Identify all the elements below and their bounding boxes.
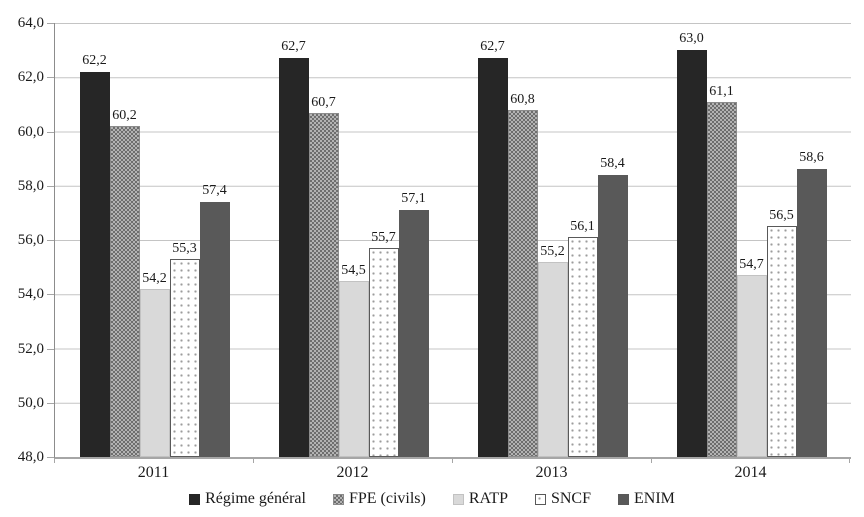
bar-group-2014: 63,0 61,1 54,7 56,5 58,6 <box>652 23 851 457</box>
y-axis-tick <box>47 77 54 79</box>
bar-value-label: 54,2 <box>142 270 167 286</box>
y-axis-tick <box>47 348 54 350</box>
legend-label: RATP <box>468 490 508 507</box>
bar-fpe-civils-2012: 60,7 <box>308 95 339 457</box>
bar-ratp-2012: 54,5 <box>338 263 369 457</box>
y-axis-tick <box>47 131 54 133</box>
plot-area: 62,2 60,2 54,2 55,3 57,4 62,7 60,7 54,5 55,7 57,1… <box>54 23 851 459</box>
bar-value-label: 58,4 <box>600 155 625 171</box>
x-axis-tick <box>253 458 254 463</box>
x-axis-tick <box>54 458 55 463</box>
bar-sncf-2011: 55,3 <box>169 241 200 457</box>
y-axis-tick <box>47 240 54 241</box>
bar-r-gime-g-n-ral-2012: 62,7 <box>278 39 309 457</box>
legend-label: FPE (civils) <box>348 490 426 507</box>
bar-r-gime-g-n-ral-2011: 62,2 <box>79 53 110 457</box>
legend-item-enim: ENIM <box>618 490 675 508</box>
bar-value-label: 54,5 <box>341 262 366 278</box>
bar-sncf-2014: 56,5 <box>766 208 797 457</box>
bar-value-label: 56,5 <box>769 208 794 224</box>
bar-ratp-2011: 54,2 <box>139 271 170 457</box>
legend-swatch-r-gime-g-n-ral <box>189 493 201 505</box>
legend-item-r-gime-g-n-ral: Régime général <box>189 490 306 508</box>
y-axis-tick <box>47 185 54 187</box>
bar-value-label: 55,3 <box>172 241 197 256</box>
x-axis-tick <box>849 458 850 463</box>
legend-item-ratp: RATP <box>452 490 508 508</box>
y-axis-tick <box>47 457 54 458</box>
legend-swatch-ratp <box>452 493 464 505</box>
bar-enim-2014: 58,6 <box>796 150 827 457</box>
bar-value-label: 55,2 <box>540 243 565 259</box>
bar-enim-2011: 57,4 <box>199 183 230 457</box>
y-axis-label: 60,0 <box>17 123 44 140</box>
bar-value-label: 62,7 <box>281 39 306 55</box>
bar-ratp-2014: 54,7 <box>736 257 767 457</box>
y-axis-label: 48,0 <box>17 449 44 465</box>
bar-ratp-2013: 55,2 <box>537 244 568 457</box>
bar-r-gime-g-n-ral-2013: 62,7 <box>477 39 508 457</box>
legend-label: SNCF <box>550 490 591 507</box>
bar-value-label: 57,1 <box>401 191 426 207</box>
bar-value-label: 55,7 <box>371 230 396 246</box>
x-axis-label-2011: 2011 <box>137 464 170 481</box>
bar-groups: 62,2 60,2 54,2 55,3 57,4 62,7 60,7 54,5 55,7 57,1… <box>55 23 851 457</box>
y-axis-label: 62,0 <box>17 69 44 86</box>
x-axis-labels: 2011 2012 2013 2014 <box>54 464 850 482</box>
bar-value-label: 62,7 <box>480 39 505 55</box>
bar-value-label: 60,8 <box>510 91 535 107</box>
bar-group-2012: 62,7 60,7 54,5 55,7 57,1 <box>254 23 453 457</box>
x-axis-label-2013: 2013 <box>535 464 568 481</box>
x-axis-label-2012: 2012 <box>336 464 369 481</box>
bar-value-label: 54,7 <box>739 257 764 273</box>
bar-r-gime-g-n-ral-2014: 63,0 <box>676 31 707 457</box>
legend-swatch-sncf <box>534 493 546 505</box>
y-axis-tick <box>47 294 54 296</box>
bar-sncf-2013: 56,1 <box>567 219 598 457</box>
legend-swatch-enim <box>618 493 629 505</box>
legend-label: Régime général <box>205 490 306 507</box>
bar-group-2011: 62,2 60,2 54,2 55,3 57,4 <box>55 23 254 457</box>
bar-fpe-civils-2013: 60,8 <box>507 92 538 457</box>
y-axis-label: 50,0 <box>17 394 44 411</box>
bar-value-label: 56,1 <box>570 219 595 235</box>
bar-fpe-civils-2014: 61,1 <box>706 84 737 457</box>
legend-item-sncf: SNCF <box>534 490 591 508</box>
bar-enim-2012: 57,1 <box>398 191 429 457</box>
legend-label: ENIM <box>634 490 675 507</box>
bar-value-label: 62,2 <box>82 52 107 68</box>
bar-sncf-2012: 55,7 <box>368 230 399 457</box>
y-axis-label: 64,0 <box>17 15 44 31</box>
x-axis-tick <box>452 458 453 463</box>
bar-group-2013: 62,7 60,8 55,2 56,1 58,4 <box>453 23 652 457</box>
bar-value-label: 60,7 <box>311 94 336 110</box>
bar-value-label: 63,0 <box>679 31 704 47</box>
legend-item-fpe-civils: FPE (civils) <box>332 490 426 508</box>
y-axis-label: 56,0 <box>17 232 44 248</box>
bar-value-label: 57,4 <box>202 183 227 199</box>
y-axis-tick <box>47 402 54 404</box>
bar-value-label: 60,2 <box>112 108 137 124</box>
y-axis-label: 54,0 <box>17 286 44 303</box>
y-axis-label: 52,0 <box>17 340 44 357</box>
legend: Régime général FPE (civils) RATP SNCF ENIM <box>0 490 864 508</box>
legend-swatch-fpe-civils <box>332 493 344 505</box>
bar-value-label: 61,1 <box>709 83 734 99</box>
bar-enim-2013: 58,4 <box>597 156 628 457</box>
y-axis-label: 58,0 <box>17 177 44 194</box>
bar-value-label: 58,6 <box>799 150 824 166</box>
x-axis-label-2014: 2014 <box>734 464 767 481</box>
y-axis-labels: 64,0 62,0 60,0 58,0 56,0 54,0 52,0 50,0 48,0 <box>0 15 44 465</box>
bar-fpe-civils-2011: 60,2 <box>109 108 140 457</box>
y-axis-tick <box>47 23 54 24</box>
x-axis-tick <box>651 458 652 463</box>
